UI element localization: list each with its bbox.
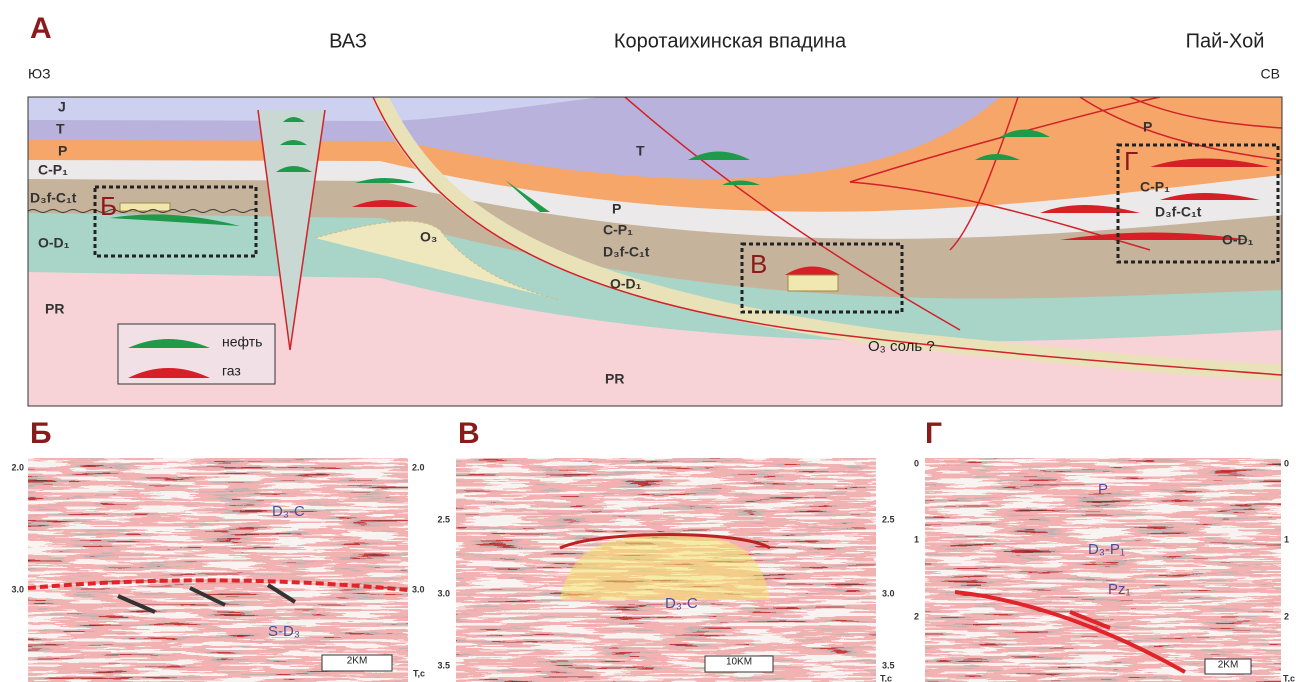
scale-label: 2KM: [347, 656, 368, 667]
axis-unit: T,c: [880, 673, 892, 682]
scale-label: 10KM: [726, 657, 752, 668]
layer-label: O₃: [420, 229, 437, 245]
tick-label: 2: [914, 611, 919, 621]
legend-label: нефть: [222, 334, 262, 350]
tick-label: 1: [914, 534, 919, 544]
inset-label: Б: [100, 191, 117, 221]
tick-label: 2.5: [882, 514, 895, 524]
inset-label: Г: [1124, 146, 1138, 176]
layer-label: P: [1143, 119, 1152, 135]
layer-label: T: [56, 121, 65, 137]
layer-label: D₃f-C₁t: [1155, 204, 1202, 220]
tick-label: 2.0: [11, 462, 24, 472]
layer-label: O-D₁: [38, 235, 70, 251]
layer-label: T: [636, 143, 645, 159]
tick-label: 3.5: [882, 660, 895, 670]
layer-label: D₃f-C₁t: [30, 190, 77, 206]
layer-label: P: [612, 201, 621, 217]
axis-unit: T,c: [413, 668, 425, 678]
layer-label: O-D₁: [610, 276, 642, 292]
inset-label: В: [750, 249, 767, 279]
tick-label: 0: [914, 458, 919, 468]
seismic-image: [28, 458, 408, 682]
formation-label: D₃-P₁: [1088, 541, 1125, 558]
layer-label: C-P₁: [1140, 179, 1170, 195]
panel-label: В: [458, 417, 480, 450]
tick-label: 3.0: [412, 584, 425, 594]
layer-label: P: [58, 143, 67, 159]
tick-label: 2: [1284, 611, 1289, 621]
panel-label: Г: [925, 417, 942, 450]
layer-label: C-P₁: [38, 162, 68, 178]
tick-label: 3.0: [11, 584, 24, 594]
layer-label: C-P₁: [603, 222, 633, 238]
tick-label: 1: [1284, 534, 1289, 544]
panel-label: Б: [30, 417, 52, 450]
tick-label: 2.5: [437, 514, 450, 524]
region-header: Пай-Хой: [1186, 30, 1265, 52]
layer-label: PR: [605, 371, 624, 387]
formation-label: D₃-C: [272, 503, 305, 520]
layer-label: PR: [45, 301, 64, 317]
scale-label: 2KM: [1218, 660, 1239, 671]
layer-label: D₃f-C₁t: [603, 244, 650, 260]
formation-label: P: [1098, 481, 1108, 498]
layer-label: J: [58, 99, 66, 115]
figure: А ВАЗ Коротаихинская впадина Пай-Хой ЮЗ …: [0, 0, 1296, 682]
axis-unit: T,c: [1283, 673, 1295, 682]
tick-label: 0: [1284, 458, 1289, 468]
direction: СВ: [1261, 66, 1280, 82]
tick-label: 3.5: [437, 660, 450, 670]
layer-label: O-D₁: [1222, 232, 1254, 248]
panel-label: А: [30, 12, 52, 45]
legend-label: газ: [222, 363, 241, 379]
formation-label: Pz₁: [1108, 581, 1131, 598]
formation-label: D₃-C: [665, 595, 698, 612]
tick-label: 2.0: [412, 462, 425, 472]
direction: ЮЗ: [28, 66, 51, 82]
region-header: Коротаихинская впадина: [614, 30, 847, 52]
tick-label: 3.0: [437, 588, 450, 598]
layer-label: O₃ соль ?: [868, 338, 935, 355]
formation-label: S-D₃: [268, 623, 300, 640]
tick-label: 3.0: [882, 588, 895, 598]
region-header: ВАЗ: [329, 30, 367, 52]
